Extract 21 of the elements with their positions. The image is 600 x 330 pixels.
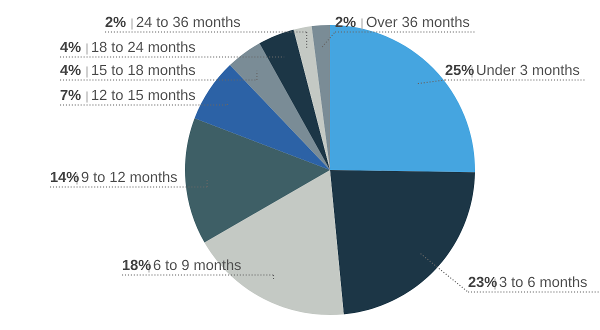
data-label: 2% — [336, 16, 356, 28]
slice-label: Over 36 months — [366, 16, 470, 28]
slice-label: 3 to 6 months — [500, 276, 587, 288]
pie-slice — [185, 118, 330, 242]
data-label: 4% — [60, 42, 81, 52]
slice-label: 15 to 18 months — [92, 64, 196, 76]
slice-label: 18 to 24 months — [92, 41, 196, 52]
data-label: 7% — [60, 90, 81, 100]
slice-label: 9 to 12 months — [82, 171, 177, 182]
slice-label: 6 to 9 months — [154, 259, 241, 270]
data-label: 18% — [122, 260, 151, 270]
pie-slice — [194, 65, 330, 170]
slice-label: Under 3 months — [477, 64, 580, 76]
slice-label: 24 to 36 months — [136, 16, 240, 28]
data-label: 2% — [106, 16, 126, 28]
data-label: 14% — [50, 172, 79, 182]
data-label: 4% — [60, 64, 81, 76]
slice-label: 12 to 15 months — [92, 89, 196, 100]
data-label: 23% — [468, 276, 497, 288]
pie-slice — [260, 30, 330, 170]
data-label: 25% — [446, 64, 474, 76]
